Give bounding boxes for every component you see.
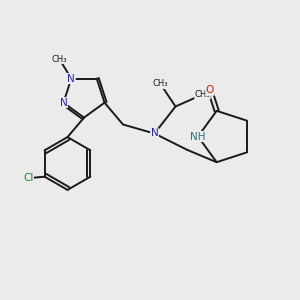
Text: N: N (60, 98, 67, 108)
Text: Cl: Cl (23, 173, 33, 183)
Text: CH₃: CH₃ (195, 90, 210, 99)
Text: CH₃: CH₃ (52, 55, 67, 64)
Text: N: N (151, 128, 158, 139)
Text: NH: NH (190, 131, 206, 142)
Text: O: O (206, 85, 214, 95)
Text: N: N (68, 74, 75, 83)
Text: CH₃: CH₃ (153, 80, 168, 88)
